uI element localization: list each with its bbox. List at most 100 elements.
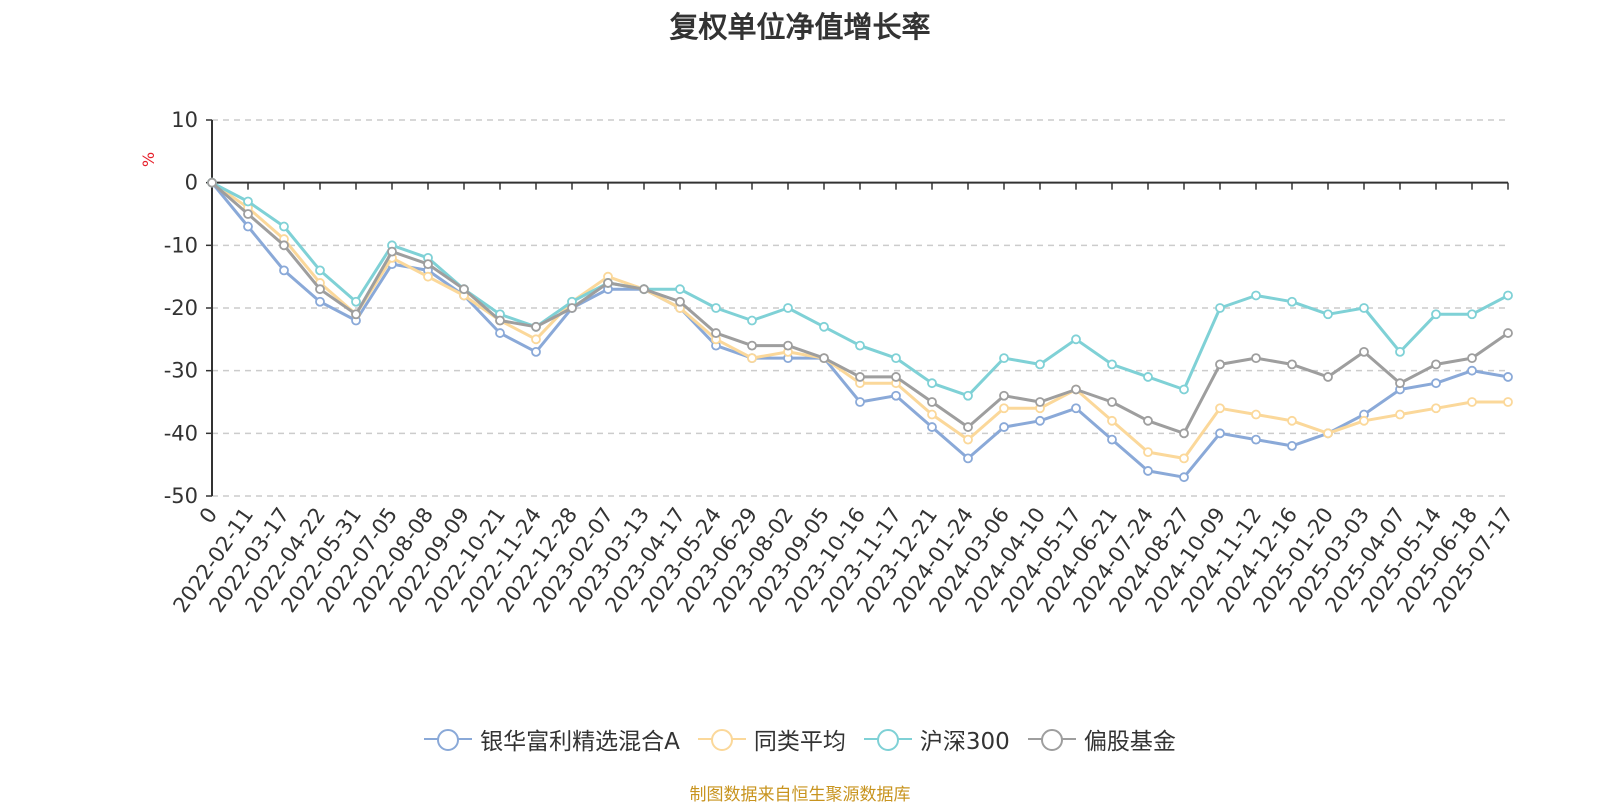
y-tick-label: -20 [164,296,198,320]
data-point [1431,403,1441,414]
data-point [963,434,973,445]
y-tick-label: 10 [171,108,198,132]
legend-item[interactable]: 沪深300 [863,722,1010,756]
data-point [567,303,577,313]
data-point [747,315,757,326]
legend-label: 银华富利精选混合A [480,729,680,755]
data-point [1107,415,1117,426]
legend-swatch-icon [1027,729,1076,751]
grid-layer [212,119,1508,497]
data-point [279,221,289,232]
data-point [891,372,901,382]
data-point [1503,372,1513,382]
data-point [1107,359,1117,370]
data-point [1359,415,1369,426]
data-point [639,284,649,295]
data-point [1179,472,1189,483]
y-tick-label: -50 [164,484,198,508]
series-layer [207,177,1513,483]
data-point [1467,397,1477,407]
data-point [1287,359,1297,370]
y-tick-label: 0 [185,171,198,195]
x-tick-label: 0 [195,503,222,528]
data-point [999,422,1009,432]
data-point [1215,303,1225,313]
data-point [423,259,433,270]
data-point [1431,359,1441,370]
data-point [351,296,361,307]
data-point [963,453,973,464]
data-point [675,284,685,295]
data-point [387,246,397,257]
chart-title: 复权单位净值增长率 [669,10,931,44]
data-point [1287,296,1297,307]
data-point [495,328,505,338]
data-point [1287,440,1297,451]
data-point [711,303,721,313]
data-point [999,403,1009,414]
data-point [1503,328,1513,338]
data-point [783,340,793,351]
data-point [1143,466,1153,476]
data-point [1251,353,1261,364]
data-point [747,340,757,351]
data-point [1143,447,1153,458]
data-point [243,209,253,219]
chart-legend: 银华富利精选混合A 同类平均 沪深300 偏股基金 [0,722,1600,756]
data-point [927,409,937,420]
data-point [963,390,973,401]
data-point [963,422,973,432]
data-point [999,353,1009,364]
data-point [675,296,685,307]
data-point [927,397,937,407]
data-point [855,340,865,351]
data-point [495,315,505,326]
data-point [855,397,865,407]
data-point [891,390,901,401]
data-point [1467,353,1477,364]
data-point [1503,397,1513,407]
data-point [531,334,541,345]
data-point [1359,303,1369,313]
legend-item[interactable]: 偏股基金 [1027,722,1176,756]
data-point [783,303,793,313]
data-point [1035,415,1045,426]
data-point [1035,359,1045,370]
data-point [1251,409,1261,420]
data-point [459,284,469,295]
legend-item[interactable]: 同类平均 [697,722,846,756]
data-point [1251,290,1261,301]
data-point [1323,372,1333,382]
legend-label: 沪深300 [919,729,1010,755]
data-point [1215,403,1225,414]
data-point [1359,346,1369,357]
data-point [1503,290,1513,301]
data-point [1395,409,1405,420]
data-point [1431,378,1441,389]
data-point [1323,309,1333,320]
data-point [1431,309,1441,320]
legend-swatch-icon [424,729,473,751]
data-point [207,177,217,188]
data-point [279,265,289,276]
data-point [279,240,289,251]
series-line [211,181,1509,398]
series-line [211,181,1508,460]
legend-item[interactable]: 银华富利精选混合A [424,722,680,756]
data-point [1287,415,1297,426]
data-point [819,321,829,332]
data-point [747,353,757,364]
data-point [243,196,253,207]
data-point [1395,378,1405,389]
data-point [1467,365,1477,376]
data-point [1323,428,1333,439]
data-point [1071,334,1081,345]
data-point [927,378,937,389]
data-point [999,390,1009,401]
data-point [1251,434,1261,445]
data-point [1179,428,1189,439]
y-tick-label: -40 [164,421,198,445]
data-point [1035,397,1045,407]
data-point [531,346,541,357]
data-point [315,265,325,276]
